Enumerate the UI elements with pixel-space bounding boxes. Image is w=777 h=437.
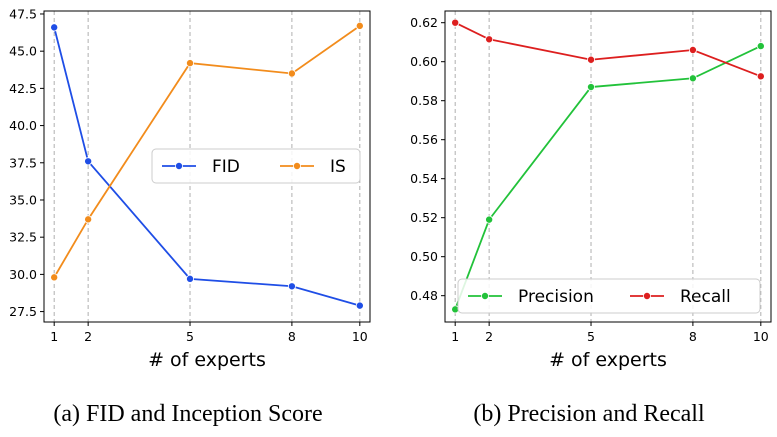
- y-tick-label: 32.5: [9, 230, 37, 245]
- data-point-is: [84, 215, 93, 224]
- y-tick-label: 47.5: [9, 6, 37, 21]
- data-point-recall: [485, 35, 494, 44]
- data-point-recall: [756, 72, 765, 81]
- data-point-recall: [451, 18, 460, 27]
- legend: Precision Recall: [457, 278, 761, 314]
- data-point-fid: [186, 274, 195, 283]
- series-layer: [451, 18, 765, 314]
- legend-swatch-marker: [292, 161, 301, 170]
- plot-frame: [43, 10, 371, 323]
- legend-label: IS: [330, 157, 346, 177]
- series-line-precision: [454, 45, 762, 310]
- legend-label: FID: [212, 157, 240, 177]
- data-point-fid: [84, 157, 93, 166]
- x-axis-label: # of experts: [148, 349, 266, 371]
- x-tick-labels: 1 2 5 8 10: [50, 322, 368, 344]
- y-tick-label: 42.5: [9, 81, 37, 96]
- y-tick-label: 0.60: [410, 54, 438, 69]
- y-tick-label: 0.56: [410, 132, 438, 147]
- data-point-recall: [688, 45, 697, 54]
- data-point-fid: [287, 282, 296, 291]
- data-point-is: [355, 21, 364, 30]
- legend: FID IS: [151, 148, 361, 184]
- chart-fid-is: 27.5 30.0 32.5 35.0 37.5 40.0 42.5 45.0 47.5 1 2 5…: [9, 6, 371, 427]
- y-tick-label: 30.0: [9, 267, 37, 282]
- data-point-precision: [485, 215, 494, 224]
- x-tick-label: 1: [451, 329, 459, 344]
- y-tick-label: 40.0: [9, 118, 37, 133]
- y-tick-label: 35.0: [9, 192, 37, 207]
- legend-label: Precision: [518, 287, 594, 307]
- data-point-is: [287, 69, 296, 78]
- x-tick-label: 2: [485, 329, 493, 344]
- y-tick-label: 37.5: [9, 155, 37, 170]
- caption: (a) FID and Inception Score: [53, 401, 322, 427]
- legend-box: [151, 148, 361, 184]
- plot-frame: [444, 10, 772, 323]
- data-point-is: [50, 273, 59, 282]
- chart-precision-recall: 0.480.500.520.540.560.580.600.62 1 2 5 8 10 …: [410, 10, 772, 427]
- y-tick-labels: 27.5 30.0 32.5 35.0 37.5 40.0 42.5 45.0 47.5: [9, 6, 44, 319]
- y-tick-label: 45.0: [9, 44, 37, 59]
- y-tick-label: 0.48: [410, 288, 438, 303]
- x-axis-label: # of experts: [549, 349, 667, 371]
- x-tick-label: 1: [50, 329, 58, 344]
- y-tick-label: 0.54: [410, 171, 438, 186]
- legend-swatch-marker: [480, 291, 489, 300]
- x-tick-labels: 1 2 5 8 10: [451, 322, 769, 344]
- y-tick-label: 0.52: [410, 210, 438, 225]
- series-layer: [50, 21, 364, 310]
- data-point-precision: [756, 42, 765, 51]
- data-point-fid: [355, 301, 364, 310]
- data-point-recall: [587, 55, 596, 64]
- legend-label: Recall: [680, 287, 731, 307]
- y-tick-label: 0.62: [410, 15, 438, 30]
- x-tick-label: 2: [84, 329, 92, 344]
- data-point-is: [186, 59, 195, 68]
- data-point-fid: [50, 23, 59, 32]
- y-tick-label: 0.50: [410, 249, 438, 264]
- data-point-precision: [688, 74, 697, 83]
- x-tick-label: 5: [186, 329, 194, 344]
- x-tick-label: 8: [288, 329, 296, 344]
- y-tick-label: 0.58: [410, 93, 438, 108]
- legend-box: [457, 278, 761, 314]
- legend-swatch-marker: [174, 161, 183, 170]
- legend-swatch-marker: [643, 291, 652, 300]
- caption: (b) Precision and Recall: [473, 401, 705, 427]
- y-tick-labels: 0.48 0.50 0.52 0.54 0.56 0.58 0.60 0.62: [410, 15, 445, 303]
- data-point-precision: [587, 83, 596, 92]
- y-tick-label: 27.5: [9, 304, 37, 319]
- x-tick-label: 5: [587, 329, 595, 344]
- x-tick-label: 10: [753, 329, 769, 344]
- x-tick-label: 8: [689, 329, 697, 344]
- x-tick-label: 10: [352, 329, 368, 344]
